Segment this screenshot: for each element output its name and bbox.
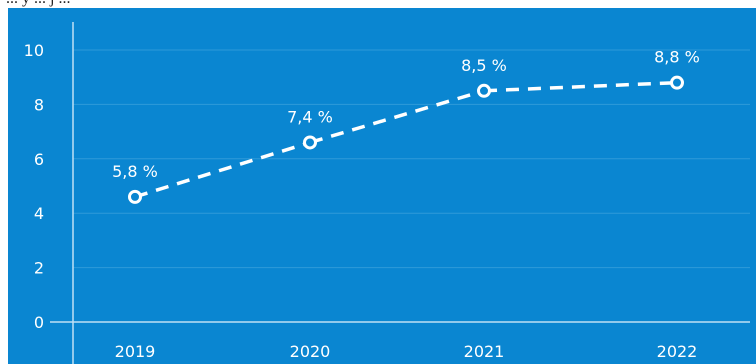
x-tick-labels: 2019 2020 2021 2022 [115,342,698,361]
series-segment-3 [483,80,678,93]
series-segment-2 [309,89,485,145]
y-tick-label-4: 4 [34,204,44,223]
y-tick-label-10: 10 [24,41,44,60]
y-tick-label-8: 8 [34,95,44,114]
data-labels: 5,8 % 7,4 % 8,5 % 8,8 % [112,48,700,181]
data-point-2021 [477,83,491,98]
data-label-2020: 7,4 % [287,107,333,126]
x-tick-label-2019: 2019 [115,342,156,361]
grid-lines [73,49,750,269]
data-label-2019: 5,8 % [112,162,158,181]
x-tick-label-2022: 2022 [657,342,698,361]
y-tick-label-2: 2 [34,259,44,278]
axes [50,22,750,364]
y-tick-labels: 0 2 4 6 8 10 [24,41,44,332]
x-tick-label-2020: 2020 [290,342,331,361]
data-label-2021: 8,5 % [461,56,507,75]
chart-panel [8,8,756,364]
x-tick-label-2021: 2021 [464,342,505,361]
data-label-2022: 8,8 % [654,48,700,67]
top-caption-text: ... y ... j ... [6,0,70,8]
top-caption-strip: ... y ... j ... [0,0,756,8]
data-point-2022 [670,75,684,90]
data-points [128,75,684,204]
y-tick-label-0: 0 [34,313,44,332]
series-line [134,80,678,199]
series-segment-1 [134,140,311,199]
data-point-2020 [303,135,317,150]
data-point-2019 [128,189,142,204]
y-tick-label-6: 6 [34,150,44,169]
